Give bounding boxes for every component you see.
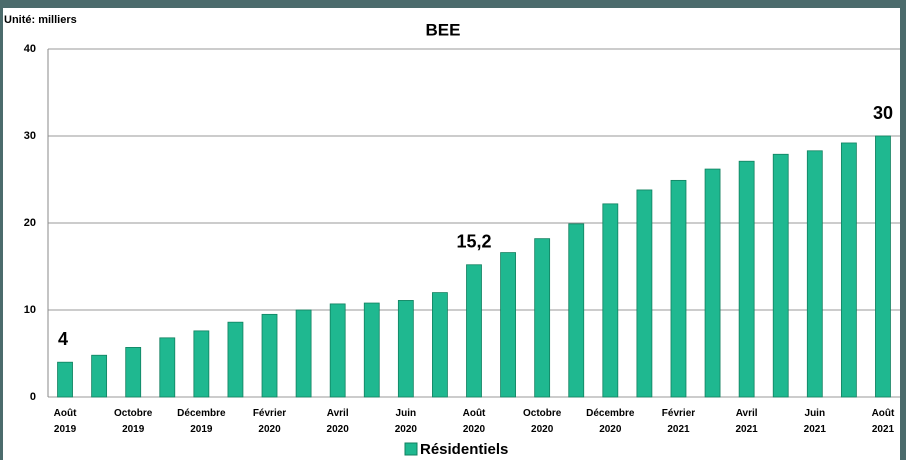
bar [841,143,856,397]
bar [773,154,788,397]
bar [637,190,652,397]
bar [569,224,584,397]
bar [330,304,345,397]
chart-title: BEE [426,20,461,39]
bar [603,204,618,397]
y-tick-label: 30 [24,130,36,142]
bar [296,310,311,397]
y-tick-label: 40 [24,43,36,55]
y-tick-label: 20 [24,217,36,229]
bar [875,136,890,397]
bar [807,151,822,397]
bar [126,347,141,397]
y-tick-label: 10 [24,304,36,316]
bar [398,300,413,397]
bar [364,303,379,397]
bar [160,338,175,397]
bar [262,314,277,397]
legend-swatch [405,443,417,455]
bar [58,362,73,397]
bar [228,322,243,397]
value-label: 15,2 [456,232,491,252]
bar [535,239,550,397]
unit-label: Unité: milliers [4,14,77,26]
bar [92,355,107,397]
bar [739,161,754,397]
bar [671,180,686,397]
bar [194,331,209,397]
bar [705,169,720,397]
bar [467,265,482,397]
y-tick-label: 0 [30,391,36,403]
legend-label: Résidentiels [420,441,508,458]
bar [432,293,447,397]
bar [501,253,516,397]
chart: Unité: milliers BEE 010203040Août2019Oct… [0,0,906,460]
value-label: 4 [58,329,68,349]
page: Unité: milliers BEE 010203040Août2019Oct… [0,0,906,460]
value-label: 30 [873,103,893,123]
